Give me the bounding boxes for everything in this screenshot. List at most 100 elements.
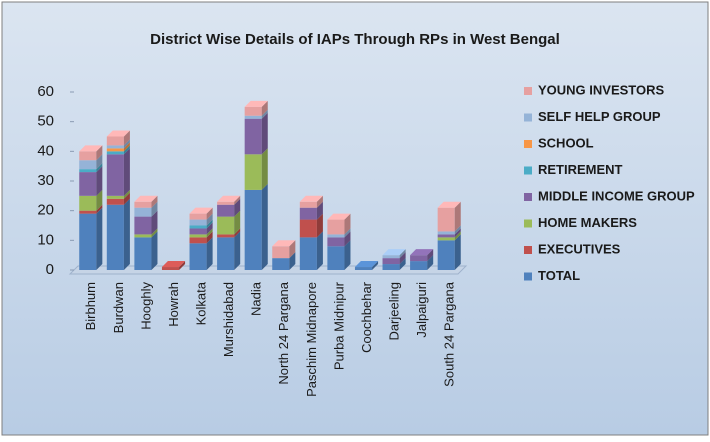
legend-swatch — [524, 140, 532, 148]
bar-segment — [244, 154, 262, 190]
bar-side — [454, 228, 461, 238]
bar-side — [427, 255, 434, 270]
bar-side — [123, 198, 130, 270]
x-tick-label: Howrah — [166, 282, 181, 327]
y-tick-label: 40 — [37, 142, 54, 159]
bar-segment — [410, 261, 428, 270]
x-tick-label: Birbhum — [83, 282, 98, 330]
bar-segment — [189, 219, 207, 226]
bar-segment — [106, 204, 124, 270]
bar-segment — [189, 213, 207, 220]
x-tick-label: North 24 Pargana — [276, 281, 291, 384]
bar-side — [261, 148, 268, 190]
x-tick-label: Hooghly — [138, 282, 153, 330]
bar-segment — [327, 246, 345, 270]
y-tick-label: 20 — [37, 202, 54, 219]
bar-side — [234, 228, 241, 238]
bar-segment — [189, 228, 207, 235]
bar-segment — [244, 118, 262, 155]
bar-side — [399, 249, 406, 259]
bar-segment — [134, 216, 152, 235]
bar-segment — [437, 231, 455, 235]
bar-top — [106, 130, 130, 137]
bar-segment — [189, 234, 207, 238]
bar-segment — [437, 237, 455, 241]
bar-top — [410, 249, 434, 256]
bar-side — [123, 148, 130, 196]
bar-top — [79, 145, 103, 152]
bar-side — [151, 195, 158, 208]
bar-segment — [217, 237, 235, 270]
bar-top — [272, 240, 296, 247]
bar-segment — [79, 195, 97, 211]
bar-side — [399, 258, 406, 270]
bar-side — [427, 249, 434, 262]
bar-top — [134, 195, 158, 202]
bar-segment — [106, 151, 124, 155]
bar-side — [96, 163, 103, 173]
y-tick-label: 10 — [37, 231, 54, 248]
bar-side — [206, 231, 213, 244]
bar-segment — [106, 145, 124, 149]
bar-side — [454, 201, 461, 232]
x-tick-label: Jalpaiguri — [414, 282, 429, 338]
bar-side — [234, 198, 241, 217]
bar-segment — [189, 237, 207, 244]
legend-swatch — [524, 272, 532, 281]
bar-segment — [217, 201, 235, 205]
bar-segment — [79, 151, 97, 161]
bar-side — [123, 130, 130, 146]
bar-side — [123, 145, 130, 155]
bar-side — [96, 154, 103, 170]
bar-segment — [410, 255, 428, 262]
x-tick-label: Purba Midnipur — [331, 281, 346, 370]
x-tick-label: South 24 Pargana — [442, 281, 457, 387]
bar-side — [206, 219, 213, 229]
bar-side — [123, 192, 130, 205]
bar-segment — [106, 136, 124, 146]
bar-side — [234, 210, 241, 235]
bar-segment — [134, 201, 152, 208]
legend-swatch — [524, 219, 532, 228]
bar-side — [344, 228, 351, 238]
bar-side — [151, 231, 158, 270]
bar-top — [327, 213, 351, 220]
bar-top — [244, 100, 268, 107]
legend-label: MIDDLE INCOME GROUP — [538, 188, 695, 203]
bar-side — [206, 237, 213, 270]
bar-top — [437, 201, 461, 208]
bar-segment — [106, 154, 124, 196]
bar-segment — [106, 198, 124, 205]
bar-top — [354, 261, 379, 268]
legend-label: SCHOOL — [538, 135, 594, 150]
bar-side — [261, 112, 268, 155]
legend-swatch — [524, 113, 532, 122]
legend-label: EXECUTIVES — [538, 241, 621, 256]
bar-side — [206, 207, 213, 220]
bar-segment — [134, 237, 152, 270]
bar-side — [289, 252, 296, 270]
bar-side — [344, 213, 351, 235]
bar-segment — [272, 246, 290, 259]
bar-segment — [189, 225, 207, 229]
bar-side — [151, 228, 158, 238]
legend-swatch — [524, 166, 532, 175]
bar-side — [261, 183, 268, 270]
bar-side — [206, 228, 213, 238]
bar-side — [454, 231, 461, 241]
bar-top — [161, 261, 186, 268]
legend-swatch — [524, 87, 532, 95]
bar-segment — [244, 189, 262, 270]
y-tick-label: 60 — [37, 83, 54, 100]
bar-segment — [382, 264, 400, 270]
bar-side — [151, 210, 158, 235]
bar-segment — [244, 106, 262, 116]
bar-segment — [79, 213, 97, 270]
bar-segment — [437, 234, 455, 238]
chart-title: District Wise Details of IAPs Through RP… — [150, 31, 560, 48]
bar-side — [206, 222, 213, 235]
legend-swatch — [524, 193, 532, 201]
bar-top — [217, 195, 241, 202]
bar-side — [372, 261, 379, 270]
